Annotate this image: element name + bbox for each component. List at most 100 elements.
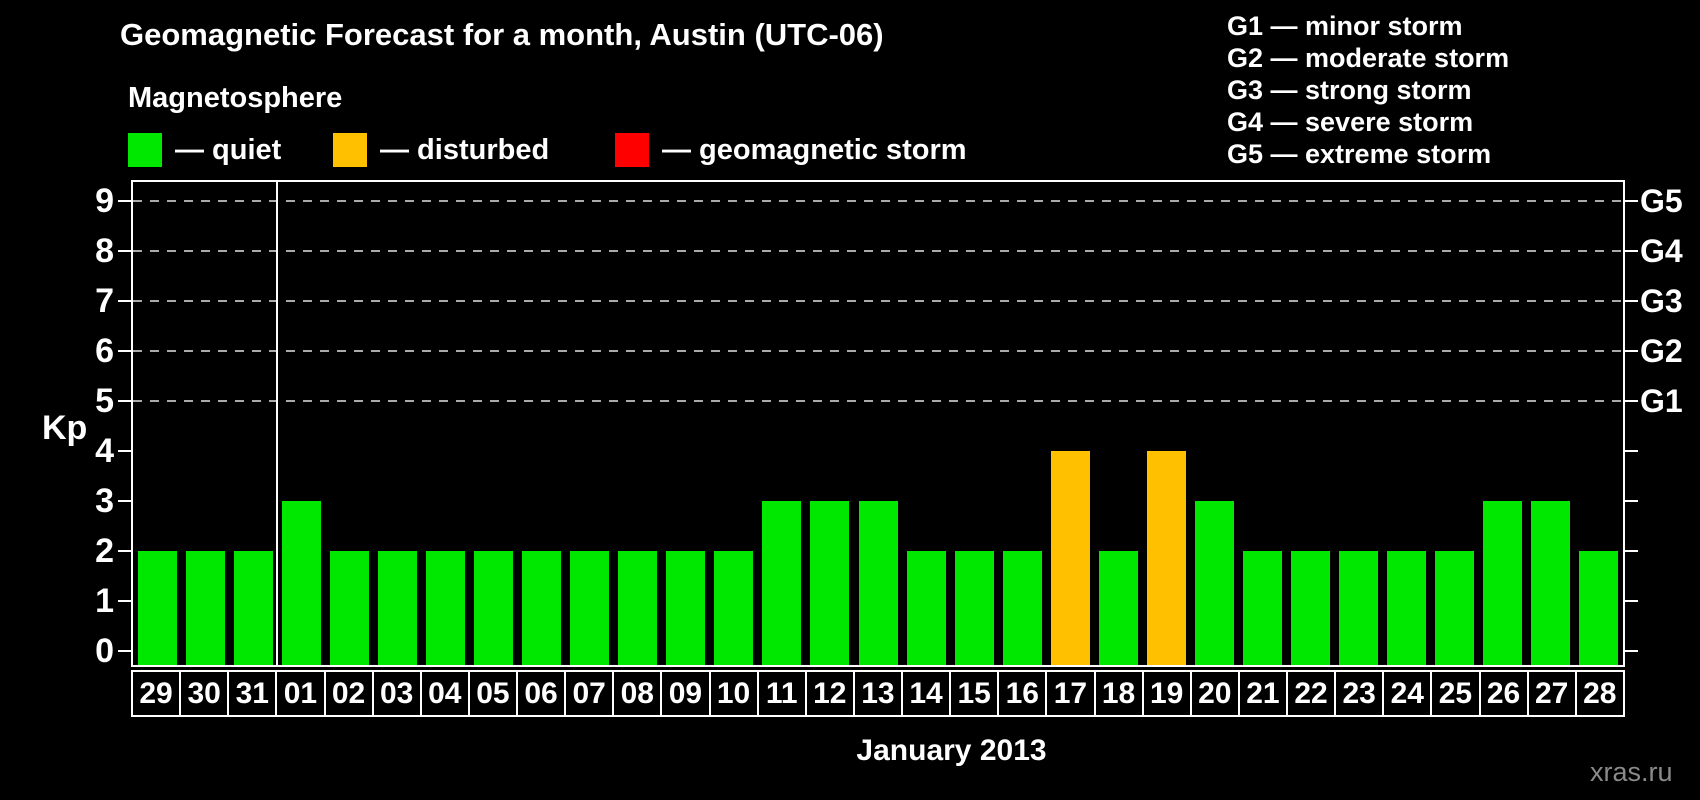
storm-scale-g1: G1 — minor storm [1227,11,1463,41]
legend-item-storm: — geomagnetic storm [615,133,967,167]
gridline-kp-8 [133,250,1623,252]
bar-day-27 [1531,501,1571,665]
left-tick-kp-9 [118,200,131,202]
chart-title: Geomagnetic Forecast for a month, Austin… [120,17,884,52]
day-box-22: 22 [1286,670,1337,717]
storm-scale-g2: G2 — moderate storm [1227,43,1510,73]
left-tick-kp-1 [118,600,131,602]
bar-day-28 [1579,551,1619,665]
day-box-21: 21 [1237,670,1288,717]
left-tick-kp-6 [118,350,131,352]
right-tick-kp-0 [1624,650,1638,652]
y-axis-label-2: 2 [95,532,114,570]
day-box-15: 15 [949,670,1000,717]
y-axis-label-6: 6 [95,332,114,370]
day-box-24: 24 [1382,670,1433,717]
right-axis-label-g1: G1 [1640,383,1683,419]
day-box-12: 12 [804,670,855,717]
bar-day-30 [185,551,225,665]
day-box-20: 20 [1189,670,1240,717]
gridline-kp-5 [133,400,1623,402]
bar-day-02 [329,551,369,665]
gridline-kp-6 [133,350,1623,352]
bar-day-01 [281,501,321,665]
day-box-14: 14 [901,670,952,717]
day-box-31: 31 [227,670,278,717]
x-axis-day-row: 29 30 31 01 02 03 04 05 06 07 08 09 10 11 12 13 14 15 16 17… [131,670,1625,717]
month-separator-line [276,182,279,665]
right-tick-kp-9 [1624,200,1638,202]
day-box-30: 30 [179,670,230,717]
right-tick-kp-4 [1624,450,1638,452]
day-box-09: 09 [660,670,711,717]
magnetosphere-label: Magnetosphere [128,82,343,114]
gridline-kp-9 [133,200,1623,202]
right-tick-kp-7 [1624,300,1638,302]
bar-day-13 [858,501,898,665]
storm-scale-g3: G3 — strong storm [1227,75,1472,105]
right-tick-kp-3 [1624,500,1638,502]
y-axis-label-9: 9 [95,182,114,220]
day-box-06: 06 [516,670,567,717]
legend-disturbed-label: — disturbed [380,133,550,166]
bar-day-20 [1194,501,1234,665]
quiet-swatch-icon [128,133,162,167]
storm-swatch-icon [615,133,649,167]
bar-day-17 [1050,451,1090,665]
right-axis-label-g5: G5 [1640,183,1683,219]
day-box-28: 28 [1574,670,1625,717]
day-box-17: 17 [1045,670,1096,717]
y-axis-label-8: 8 [95,232,114,270]
right-tick-kp-5 [1624,400,1638,402]
day-box-25: 25 [1430,670,1481,717]
bar-day-22 [1291,551,1331,665]
day-box-07: 07 [564,670,615,717]
bar-day-19 [1146,451,1186,665]
day-box-13: 13 [852,670,903,717]
storm-scale-g5: G5 — extreme storm [1227,139,1492,169]
right-tick-kp-6 [1624,350,1638,352]
y-axis-label-1: 1 [95,582,114,620]
bar-day-25 [1435,551,1475,665]
right-axis-label-g3: G3 [1640,283,1683,319]
day-box-26: 26 [1478,670,1529,717]
bar-day-11 [762,501,802,665]
y-axis-title: Kp [42,409,88,447]
legend-item-disturbed: — disturbed [333,133,549,167]
right-axis-label-g4: G4 [1640,233,1683,269]
bar-day-09 [666,551,706,665]
bar-day-18 [1098,551,1138,665]
disturbed-swatch-icon [333,133,367,167]
bar-day-16 [1002,551,1042,665]
bar-day-05 [473,551,513,665]
left-tick-kp-4 [118,450,131,452]
legend-storm-label: — geomagnetic storm [662,133,967,166]
left-tick-kp-5 [118,400,131,402]
y-axis-label-3: 3 [95,482,114,520]
bar-day-04 [425,551,465,665]
y-axis-label-0: 0 [95,632,114,670]
day-box-19: 19 [1141,670,1192,717]
storm-scale-legend: G1 — minor storm G2 — moderate storm G3 … [1227,10,1509,170]
y-axis-label-5: 5 [95,382,114,420]
day-box-08: 08 [612,670,663,717]
plot-area [131,180,1625,667]
legend-quiet-label: — quiet [175,133,282,166]
right-axis-label-g2: G2 [1640,333,1683,369]
bar-day-14 [906,551,946,665]
bar-day-10 [714,551,754,665]
bar-day-03 [377,551,417,665]
day-box-11: 11 [756,670,807,717]
left-tick-kp-0 [118,650,131,652]
x-axis-month-label: January 2013 [856,734,1047,767]
gridline-kp-7 [133,300,1623,302]
bar-day-23 [1339,551,1379,665]
day-box-29: 29 [131,670,182,717]
day-box-23: 23 [1334,670,1385,717]
right-tick-kp-1 [1624,600,1638,602]
bar-day-12 [810,501,850,665]
bar-day-24 [1387,551,1427,665]
day-box-05: 05 [467,670,518,717]
left-tick-kp-8 [118,250,131,252]
